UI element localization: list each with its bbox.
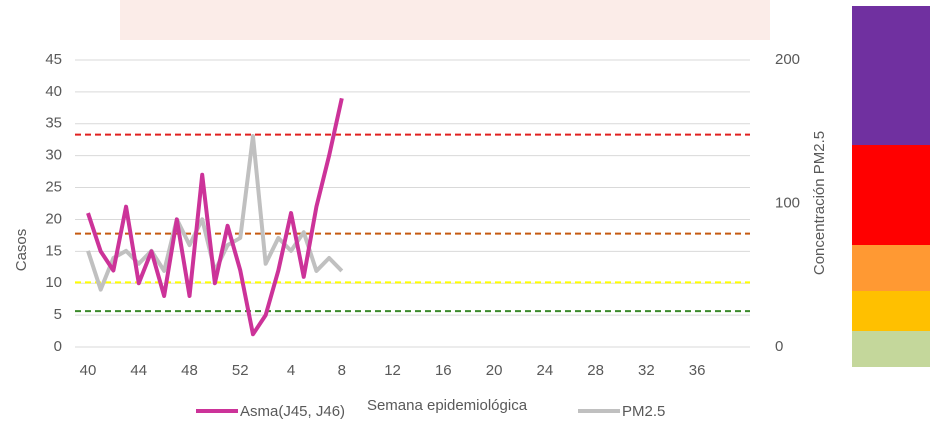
legend-label: Asma(J45, J46) — [240, 403, 345, 420]
scale-purple — [852, 6, 930, 145]
y-tick-label: 35 — [45, 115, 62, 132]
x-tick-label: 52 — [232, 362, 249, 379]
y-tick-label: 5 — [54, 306, 62, 323]
y2-axis-label: Concentración PM2.5 — [811, 131, 828, 275]
y-tick-label: 25 — [45, 179, 62, 196]
x-tick-label: 16 — [435, 362, 452, 379]
x-tick-label: 24 — [536, 362, 553, 379]
x-tick-label: 28 — [587, 362, 604, 379]
x-axis-label: Semana epidemiológica — [367, 397, 528, 414]
x-tick-label: 12 — [384, 362, 401, 379]
x-tick-label: 32 — [638, 362, 655, 379]
y-tick-label: 45 — [45, 51, 62, 68]
x-tick-label: 48 — [181, 362, 198, 379]
y-tick-label: 15 — [45, 242, 62, 259]
scale-green — [852, 331, 930, 367]
x-tick-label: 40 — [80, 362, 97, 379]
x-tick-label: 44 — [130, 362, 147, 379]
series-line — [86, 97, 344, 337]
scale-red — [852, 145, 930, 245]
y2-tick-label: 0 — [775, 338, 783, 355]
x-tick-label: 36 — [689, 362, 706, 379]
y2-tick-label: 100 — [775, 194, 800, 211]
y-tick-label: 20 — [45, 210, 62, 227]
y-tick-label: 40 — [45, 83, 62, 100]
x-tick-label: 20 — [486, 362, 503, 379]
y-tick-label: 30 — [45, 147, 62, 164]
y-axis-label: Casos — [13, 229, 30, 272]
legend-label: PM2.5 — [622, 403, 665, 420]
scale-orange — [852, 245, 930, 291]
x-tick-label: 8 — [338, 362, 346, 379]
x-tick-label: 4 — [287, 362, 295, 379]
y2-tick-label: 200 — [775, 51, 800, 68]
y-tick-label: 10 — [45, 274, 62, 291]
background-band — [120, 0, 770, 40]
y-tick-label: 0 — [54, 338, 62, 355]
scale-yellow — [852, 291, 930, 331]
